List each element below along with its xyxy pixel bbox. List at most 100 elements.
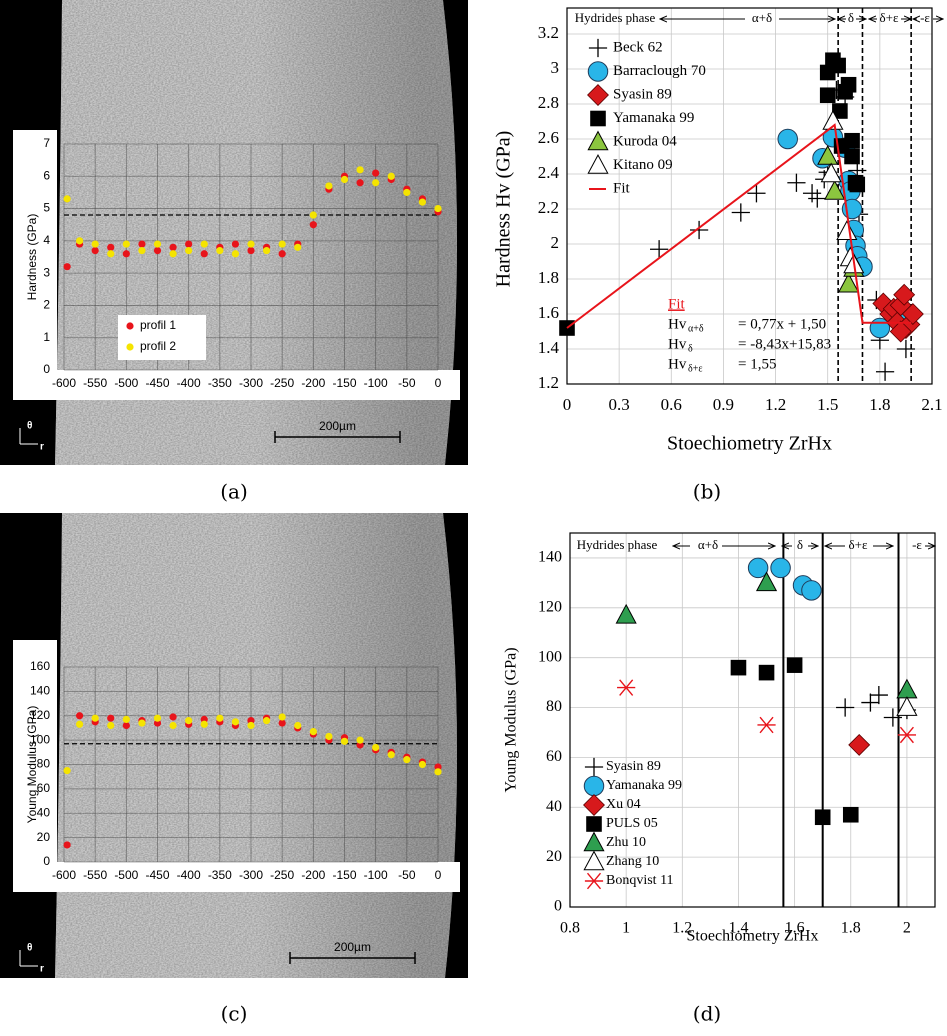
- point: [786, 657, 803, 673]
- orientation-label: θ: [27, 943, 32, 954]
- x-tick-label: -500: [114, 376, 138, 390]
- point: [731, 203, 750, 222]
- y-tick-label: 20: [546, 848, 562, 865]
- point: [122, 240, 130, 248]
- point: [770, 557, 791, 579]
- y-tick-label: 3: [43, 265, 50, 279]
- point: [122, 721, 130, 730]
- scale-bar-label: 200µm: [334, 940, 371, 954]
- y-tick-label: 6: [43, 168, 50, 182]
- point: [325, 732, 333, 741]
- orientation-label: r: [40, 964, 44, 975]
- legend-swatch: [584, 757, 604, 777]
- point: [808, 189, 827, 208]
- legend-swatch: [583, 794, 605, 816]
- point: [889, 320, 912, 343]
- x-tick-label: -600: [52, 376, 76, 390]
- y-tick-label: 0: [43, 362, 50, 376]
- legend-label: Kuroda 04: [613, 133, 677, 149]
- legend-label: Zhu 10: [606, 835, 646, 850]
- point: [309, 211, 317, 219]
- phase-label: Hydrides phase: [577, 537, 658, 552]
- y-tick-label: 140: [30, 684, 50, 698]
- legend-label: Zhang 10: [606, 854, 659, 869]
- point: [185, 717, 193, 725]
- orientation-label: θ: [27, 421, 32, 432]
- label-panel: [13, 640, 57, 880]
- point: [138, 246, 146, 255]
- phase-label: α+δ: [752, 10, 772, 25]
- point: [901, 303, 924, 325]
- point: [836, 220, 858, 241]
- equation: = 1,55: [738, 356, 776, 372]
- point: [169, 713, 177, 721]
- point: [63, 841, 71, 849]
- point: [875, 362, 895, 381]
- point: [896, 339, 916, 359]
- x-tick-label: 0.9: [713, 395, 734, 414]
- y-tick-label: 140: [538, 549, 562, 566]
- x-axis-title: Stoechiometry ZrHx: [667, 433, 832, 455]
- y-tick-label: 2.2: [538, 198, 559, 217]
- point: [689, 220, 709, 240]
- y-tick-label: 2.8: [538, 93, 559, 112]
- x-tick-label: -200: [301, 376, 325, 390]
- fit-line: [566, 123, 912, 329]
- point: [325, 182, 333, 190]
- x-tick-label: 0.8: [560, 920, 580, 937]
- caption: (d): [693, 1002, 721, 1026]
- point: [747, 184, 766, 203]
- legend-label: Barraclough 70: [613, 63, 706, 79]
- caption: (a): [220, 480, 248, 504]
- orientation-label: r: [40, 442, 44, 453]
- y-tick-label: 120: [30, 708, 50, 722]
- y-tick-label: 1.2: [538, 373, 559, 392]
- x-tick-label: -200: [301, 868, 325, 882]
- x-tick-label: -400: [177, 376, 201, 390]
- point: [403, 756, 411, 764]
- y-tick-label: 40: [37, 805, 51, 819]
- x-tick-label: -250: [270, 376, 294, 390]
- phase-label: -ε: [920, 10, 930, 25]
- equation: Hv: [668, 336, 687, 352]
- point: [216, 714, 224, 722]
- point: [294, 721, 302, 730]
- point: [832, 103, 848, 119]
- point: [787, 173, 806, 192]
- annotation-title: Fit: [668, 296, 686, 312]
- y-tick-label: 120: [538, 598, 562, 615]
- point: [63, 263, 71, 271]
- phase-label: δ+ε: [880, 10, 899, 25]
- legend-label: Kitano 09: [613, 157, 673, 173]
- point: [820, 162, 842, 183]
- point: [63, 766, 71, 775]
- equation-subscript: δ+ε: [688, 363, 703, 374]
- equation-subscript: α+δ: [688, 323, 704, 334]
- point: [861, 693, 880, 712]
- point: [75, 720, 84, 728]
- x-tick-label: -150: [332, 376, 356, 390]
- point: [848, 733, 871, 756]
- point: [418, 198, 427, 206]
- point: [153, 240, 162, 248]
- x-tick-label: 0: [435, 868, 442, 882]
- point: [869, 685, 888, 705]
- point: [893, 283, 916, 306]
- point: [247, 721, 255, 730]
- point: [849, 176, 866, 193]
- point: [777, 128, 798, 150]
- point: [153, 714, 162, 722]
- y-tick-label: 40: [546, 798, 562, 815]
- point: [185, 246, 193, 255]
- x-tick-label: -350: [208, 868, 232, 882]
- point: [309, 727, 317, 736]
- label-panel: [13, 130, 57, 372]
- legend-swatch: [126, 322, 134, 330]
- y-tick-label: 100: [538, 648, 562, 665]
- legend-label: Xu 04: [606, 797, 641, 812]
- caption: (b): [693, 480, 721, 504]
- x-tick-label: -150: [332, 868, 356, 882]
- legend-swatch: [583, 850, 605, 871]
